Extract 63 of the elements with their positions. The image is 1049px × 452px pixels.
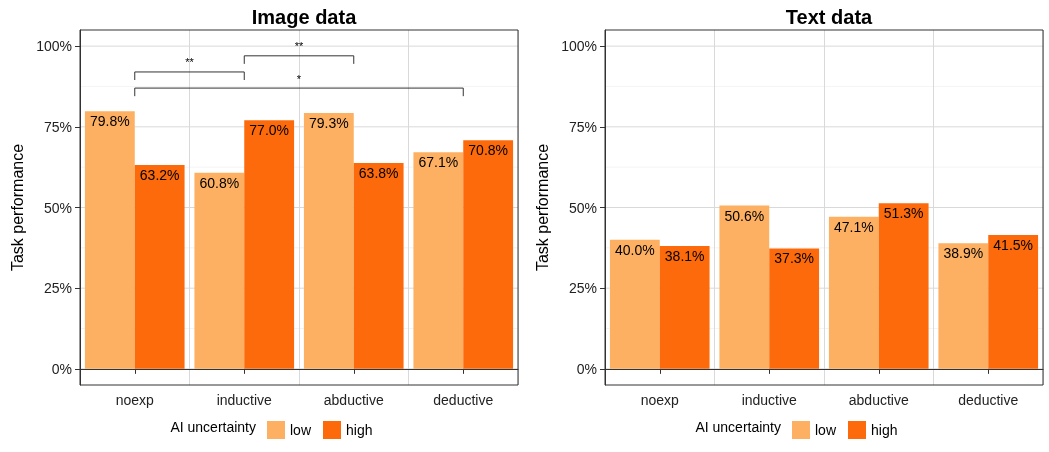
- x-tick-label: inductive: [216, 392, 273, 408]
- legend-title: AI uncertainty: [695, 419, 782, 435]
- bar: [134, 164, 185, 369]
- data-label: 40.0%: [614, 241, 655, 258]
- bar: [828, 216, 879, 369]
- chart-title: Image data: [251, 6, 358, 28]
- y-tick-label: 50%: [43, 199, 72, 216]
- bar: [988, 234, 1039, 369]
- y-axis-title: Task performance: [533, 143, 551, 272]
- bar: [938, 243, 989, 369]
- annotation: **: [294, 40, 304, 53]
- annotation: *: [296, 72, 302, 85]
- chart-title: Text data: [785, 6, 874, 28]
- y-tick-label: 25%: [43, 280, 72, 297]
- x-tick-label: noexp: [115, 392, 155, 408]
- annotation: **: [185, 56, 195, 69]
- bar: [303, 112, 354, 369]
- legend-label: high: [346, 422, 373, 438]
- bar: [609, 239, 660, 369]
- y-tick-label: 25%: [568, 280, 597, 297]
- bar: [244, 120, 295, 369]
- x-tick-label: abductive: [323, 392, 384, 408]
- data-label: 38.9%: [943, 245, 984, 262]
- data-label: 47.1%: [833, 218, 874, 235]
- y-tick-label: 50%: [568, 199, 597, 216]
- bar: [659, 245, 710, 369]
- legend-label: low: [290, 422, 312, 438]
- x-tick-label: inductive: [741, 392, 798, 408]
- y-tick-label: 0%: [51, 360, 72, 377]
- x-tick-label: abductive: [848, 392, 909, 408]
- bar: [878, 203, 929, 369]
- legend-label: low: [815, 422, 837, 438]
- data-label: 51.3%: [883, 205, 924, 222]
- y-tick-label: 75%: [568, 118, 597, 135]
- bar: [194, 172, 245, 369]
- data-label: 63.8%: [358, 164, 399, 181]
- data-label: 50.6%: [724, 207, 765, 224]
- data-label: 63.2%: [139, 166, 180, 183]
- bar: [413, 152, 464, 369]
- bar: [463, 140, 514, 369]
- x-tick-label: noexp: [640, 392, 680, 408]
- data-label: 70.8%: [468, 142, 509, 159]
- bar: [84, 111, 135, 369]
- bar: [769, 248, 820, 369]
- data-label: 38.1%: [664, 247, 705, 264]
- bar: [719, 205, 770, 369]
- y-tick-label: 75%: [43, 118, 72, 135]
- data-label: 60.8%: [199, 174, 240, 191]
- data-label: 79.8%: [89, 113, 130, 130]
- bar: [353, 162, 404, 369]
- y-tick-label: 100%: [561, 38, 597, 55]
- data-label: 41.5%: [993, 236, 1034, 253]
- legend-label: high: [871, 422, 898, 438]
- y-axis-title: Task performance: [8, 143, 26, 272]
- x-tick-label: deductive: [958, 392, 1019, 408]
- y-tick-label: 0%: [576, 360, 597, 377]
- data-label: 77.0%: [249, 122, 290, 139]
- data-label: 37.3%: [774, 250, 815, 267]
- legend-title: AI uncertainty: [170, 419, 257, 435]
- x-tick-label: deductive: [433, 392, 494, 408]
- y-tick-label: 100%: [36, 38, 72, 55]
- data-label: 67.1%: [418, 154, 459, 171]
- data-label: 79.3%: [308, 114, 349, 131]
